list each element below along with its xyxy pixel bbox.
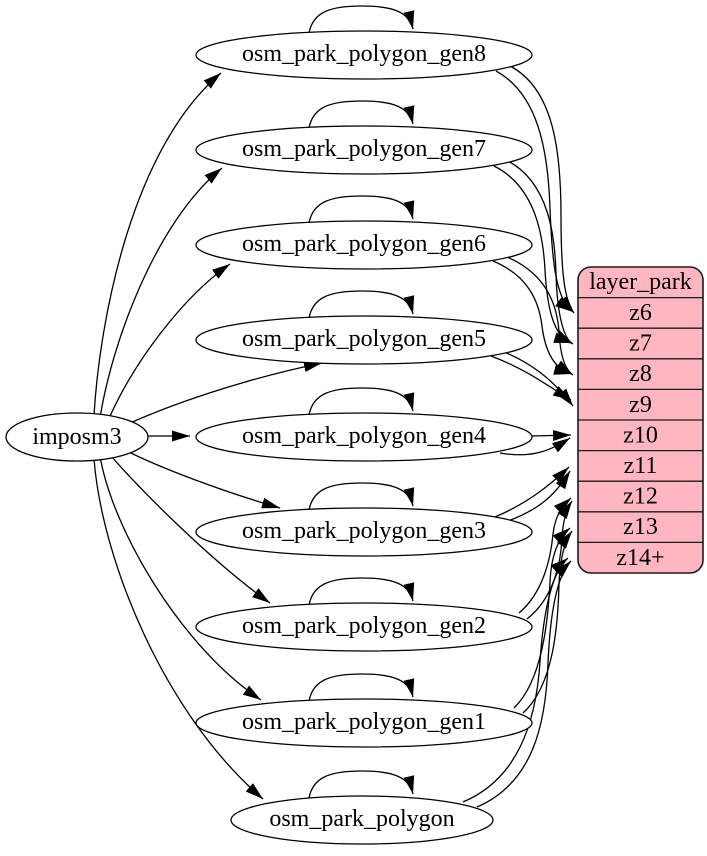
layer-row-z7: z7	[629, 331, 652, 357]
edge-gen5-to-z9-b	[503, 351, 574, 407]
gen2-label: osm_park_polygon_gen2	[242, 613, 486, 639]
node-osm-park-polygon-gen8: osm_park_polygon_gen8	[195, 30, 533, 80]
edge-imposm3-to-gen5	[116, 361, 323, 430]
gen4-label: osm_park_polygon_gen4	[242, 423, 486, 449]
self-loop-gen3	[308, 482, 415, 511]
edge-gen4-to-z10-b	[499, 437, 571, 456]
self-loop-gen8	[308, 5, 415, 34]
self-loop-gen2	[308, 577, 415, 606]
edges-group	[93, 5, 575, 808]
edge-imposm3-to-gen7	[99, 167, 223, 419]
layer-park-table: layer_park z6 z7 z8 z9 z10 z11 z12 z13 z…	[577, 266, 704, 574]
edge-polygon-to-z14-b	[476, 560, 572, 808]
self-loop-gen6	[308, 195, 415, 224]
imposm3-label: imposm3	[32, 424, 121, 450]
edge-gen2-to-z12-a	[518, 497, 572, 614]
edge-imposm3-to-gen3	[116, 445, 281, 509]
edge-gen7-to-z7-a	[493, 165, 573, 344]
gen5-ellipse	[195, 315, 533, 365]
edge-gen6-to-z8-b	[506, 256, 574, 376]
self-loop-polygon	[308, 770, 415, 799]
layer-row-z12: z12	[623, 484, 658, 510]
edge-imposm3-to-gen1	[99, 455, 262, 701]
gen1-ellipse	[195, 698, 533, 748]
node-osm-park-polygon-gen3: osm_park_polygon_gen3	[195, 507, 533, 557]
edge-gen8-to-z6-a	[495, 70, 574, 313]
self-loop-gen5	[308, 290, 415, 319]
edge-polygon-to-z14-a	[462, 557, 569, 803]
gen7-label: osm_park_polygon_gen7	[242, 136, 486, 162]
edge-imposm3-to-gen8	[93, 72, 222, 416]
gen1-label: osm_park_polygon_gen1	[242, 709, 486, 735]
edge-imposm3-to-gen2	[106, 450, 271, 604]
layer-row-z8: z8	[629, 361, 652, 387]
edge-imposm3-to-polygon	[93, 458, 264, 800]
gen5-label: osm_park_polygon_gen5	[242, 326, 486, 352]
layer-row-z9: z9	[629, 392, 652, 418]
gen3-label: osm_park_polygon_gen3	[242, 518, 486, 544]
layer-row-z11: z11	[624, 453, 658, 479]
polygon-ellipse	[230, 795, 494, 845]
node-osm-park-polygon-gen1: osm_park_polygon_gen1	[195, 698, 533, 748]
edge-gen5-to-z9-a	[490, 355, 572, 401]
node-osm-park-polygon-gen2: osm_park_polygon_gen2	[195, 602, 533, 652]
gen6-label: osm_park_polygon_gen6	[242, 231, 486, 257]
node-osm-park-polygon-gen5: osm_park_polygon_gen5	[195, 315, 533, 365]
node-osm-park-polygon-gen6: osm_park_polygon_gen6	[195, 220, 533, 270]
gen6-ellipse	[195, 220, 533, 270]
layer-row-z6: z6	[629, 300, 652, 326]
layer-park-title: layer_park	[589, 269, 692, 295]
self-loop-gen7	[308, 100, 415, 129]
edge-gen3-to-z11-b	[507, 470, 571, 522]
self-loop-gen1	[308, 673, 415, 702]
edge-gen1-to-z13-a	[513, 527, 571, 709]
layer-row-z14: z14+	[616, 545, 664, 571]
gen8-ellipse	[195, 30, 533, 80]
node-imposm3: imposm3	[5, 412, 149, 462]
edge-gen1-to-z13-b	[522, 530, 573, 714]
gen2-ellipse	[195, 602, 533, 652]
gen3-ellipse	[195, 507, 533, 557]
imposm3-ellipse	[5, 412, 149, 462]
edge-gen7-to-z7-b	[507, 160, 574, 345]
edge-imposm3-to-gen6	[106, 263, 231, 424]
layer-row-z10: z10	[623, 422, 658, 448]
polygon-label: osm_park_polygon	[269, 806, 454, 832]
node-osm-park-polygon-gen7: osm_park_polygon_gen7	[195, 125, 533, 175]
gen7-ellipse	[195, 125, 533, 175]
self-loop-gen4	[308, 387, 415, 416]
nodes-group: imposm3 osm_park_polygon_gen8 osm_park_p…	[5, 30, 533, 845]
edge-gen4-to-z10-a	[531, 429, 572, 441]
node-osm-park-polygon-gen4: osm_park_polygon_gen4	[195, 412, 533, 462]
layer-row-z13: z13	[623, 514, 658, 540]
node-osm-park-polygon: osm_park_polygon	[230, 795, 494, 845]
gen8-label: osm_park_polygon_gen8	[242, 41, 486, 67]
edge-gen8-to-z6-b	[509, 65, 575, 314]
gen4-ellipse	[195, 412, 533, 462]
